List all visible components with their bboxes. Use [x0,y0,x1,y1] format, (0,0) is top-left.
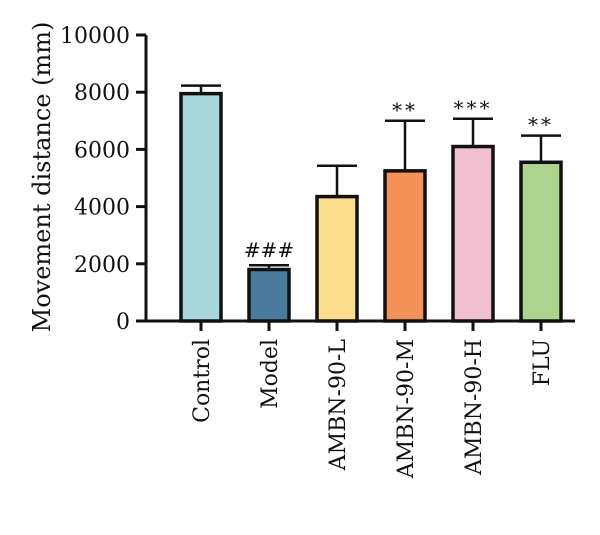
y-tick-label: 8000 [74,81,130,106]
bar-flu [519,160,563,323]
bar-control [179,91,223,323]
y-tick-label: 10000 [60,24,130,49]
bars-group: ###** ***** [179,84,563,323]
significance-label: *** [454,96,493,120]
bar-ambn-90-l [315,194,359,323]
y-tick-label: 0 [116,310,130,335]
significance-label: ** [528,113,554,137]
y-tick-label: 4000 [74,196,130,221]
significance-label: ** [392,98,418,122]
x-tick-label: Control [190,339,215,423]
x-tick-label: AMBN-90-L [326,339,351,472]
bar-ambn-90-m [383,169,427,323]
bar-ambn-90-h [451,144,495,323]
y-axis: 0 2000 4000 6000 8000 10000 [60,24,148,335]
y-tick-label: 6000 [74,138,130,163]
significance-label: ### [244,238,294,262]
bar-model [247,267,291,323]
x-axis: Control Model AMBN-90-L AMBN-90-M AMBN-90-H F… [146,319,575,479]
x-tick-label: Model [258,339,283,409]
x-tick-label: AMBN-90-H [462,339,487,476]
y-axis-title: Movement distance (mm) [28,22,56,333]
x-tick-label: AMBN-90-M [394,339,419,479]
x-tick-label: FLU [530,339,555,386]
y-tick-label: 2000 [74,253,130,278]
